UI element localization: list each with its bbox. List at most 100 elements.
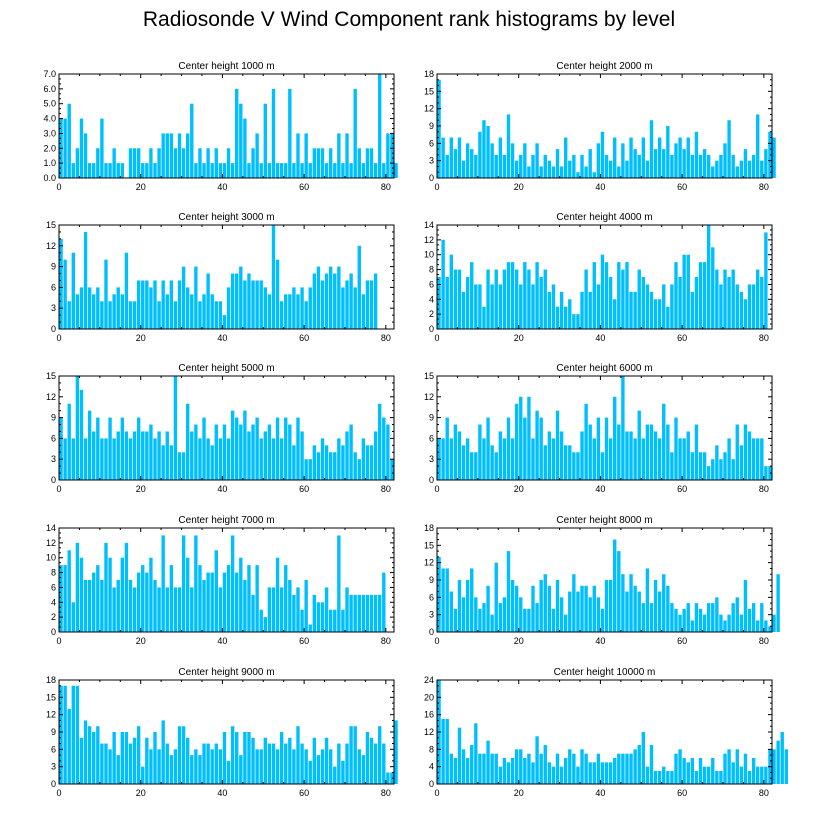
y-tick-label: 0 [51, 627, 56, 637]
histogram-bar [230, 726, 235, 784]
histogram-bar [494, 269, 498, 329]
y-tick-label: 2 [429, 309, 434, 319]
histogram-bar [145, 163, 149, 178]
histogram-bar [715, 597, 719, 632]
histogram-bar [747, 160, 752, 178]
histogram-bar [357, 148, 361, 178]
histogram-bar [349, 594, 353, 632]
histogram-bar [67, 708, 71, 784]
histogram-bar [580, 585, 584, 632]
histogram-bar [124, 431, 129, 480]
histogram-bar [271, 88, 276, 178]
histogram-bar [267, 424, 272, 480]
histogram-bar [453, 608, 458, 632]
histogram-bar [706, 603, 711, 632]
histogram-bar [706, 154, 711, 178]
histogram-bar [539, 417, 543, 480]
histogram-bar [132, 737, 137, 784]
plot-frame [436, 224, 773, 330]
histogram-bar [678, 614, 682, 632]
histogram-bar [63, 438, 67, 480]
histogram-bar [345, 431, 349, 480]
histogram-bar [686, 137, 690, 178]
histogram-bar [320, 438, 325, 480]
y-tick-label: 0.0 [43, 173, 56, 183]
histogram-bar [551, 766, 556, 784]
histogram-bar [296, 294, 300, 329]
histogram-bar [576, 766, 580, 784]
histogram-bar [494, 452, 498, 480]
histogram-bar [662, 403, 666, 480]
histogram-bar [457, 137, 462, 178]
histogram-bar [202, 417, 206, 480]
histogram-bar [608, 580, 613, 632]
y-tick-label: 15 [424, 540, 434, 550]
histogram-bar [320, 749, 325, 784]
histogram-bar [592, 172, 596, 178]
histogram-bar [723, 620, 727, 632]
x-tick-label: 80 [381, 182, 391, 192]
histogram-bar [474, 452, 478, 480]
histogram-bar [345, 587, 349, 632]
histogram-bar [275, 259, 280, 329]
x-tick-label: 60 [677, 636, 687, 646]
histogram-bar [441, 719, 445, 784]
histogram-bar [482, 753, 486, 784]
histogram-bar [308, 624, 312, 632]
histogram-bar [141, 280, 145, 329]
histogram-bar [514, 749, 519, 784]
y-tick-label: 8 [429, 265, 434, 275]
histogram-bar [378, 726, 382, 784]
histogram-bar [739, 291, 744, 329]
histogram-bar [288, 294, 292, 329]
histogram-bar [235, 417, 239, 480]
histogram-bar [502, 758, 507, 784]
histogram-bar [572, 753, 576, 784]
y-tick-label: 0 [51, 779, 56, 789]
histogram-bar [743, 299, 748, 329]
histogram-panel: Center height 3000 m 0 3 6 9 12 15 0 20 40 60 80 [46, 212, 395, 343]
x-tick-label: 80 [759, 484, 769, 494]
x-tick-label: 40 [595, 484, 605, 494]
histogram-bar [776, 740, 780, 784]
histogram-bar [494, 562, 498, 632]
histogram-bar [756, 766, 760, 784]
x-tick-label: 20 [514, 484, 524, 494]
histogram-bar [378, 594, 382, 632]
histogram-bar [510, 580, 515, 632]
histogram-bar [543, 154, 547, 178]
histogram-bar [764, 232, 768, 329]
histogram-bar [357, 459, 361, 480]
plot-frame [436, 375, 773, 481]
histogram-bar [300, 743, 304, 784]
histogram-bar [637, 269, 641, 329]
histogram-bar [116, 755, 120, 784]
panel-title: Center height 1000 m [178, 61, 274, 72]
histogram-bar [510, 143, 515, 178]
histogram-bar [316, 148, 321, 178]
histogram-bar [235, 88, 239, 178]
y-tick-label: 6 [429, 279, 434, 289]
histogram-bar [333, 609, 337, 632]
histogram-bar [584, 585, 588, 632]
histogram-bar [588, 597, 592, 632]
histogram-bar [449, 254, 453, 329]
histogram-panel: Center height 7000 m 0 2 4 6 8 10 12 14 0 20 40 60 80 [46, 515, 395, 646]
x-tick-label: 20 [514, 182, 524, 192]
histogram-bar [633, 749, 637, 784]
histogram-bar [486, 740, 490, 784]
histogram-bar [226, 760, 231, 784]
histogram-bar [206, 148, 210, 178]
y-tick-label: 3.0 [43, 128, 56, 138]
y-tick-label: 12 [46, 241, 56, 251]
histogram-bar [756, 620, 760, 632]
histogram-bar [547, 431, 552, 480]
histogram-bar [580, 431, 584, 480]
histogram-bar [247, 273, 251, 329]
histogram-bar [531, 284, 535, 329]
x-tick-label: 40 [217, 788, 227, 798]
histogram-bar [304, 749, 308, 784]
histogram-bar [120, 163, 125, 178]
histogram-bar [255, 417, 259, 480]
histogram-bar [670, 452, 674, 480]
